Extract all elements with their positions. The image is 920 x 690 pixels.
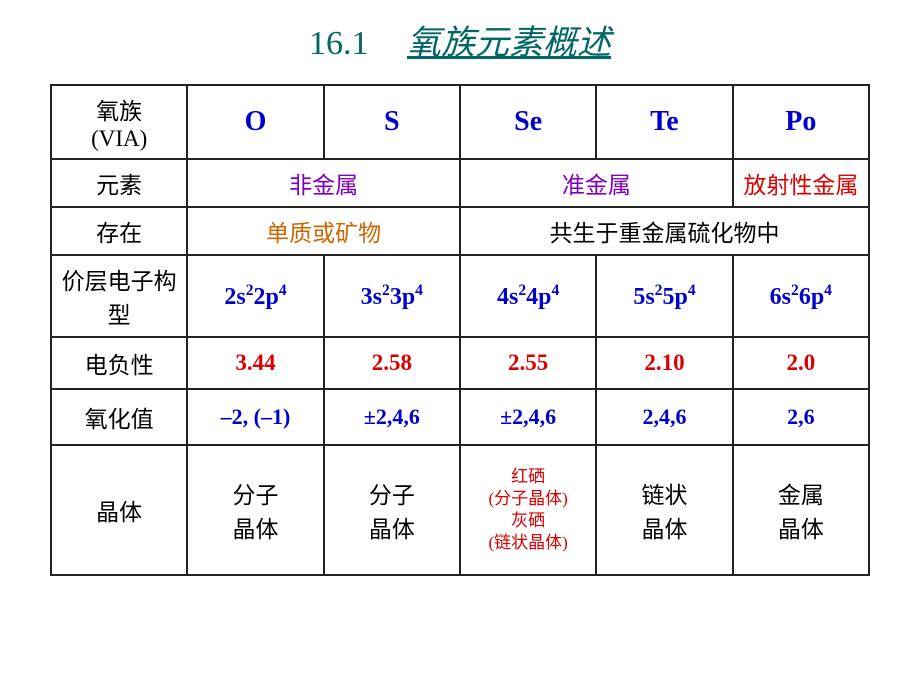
- row-oxid-label: 氧化值: [51, 389, 187, 445]
- cell-valence-Po: 6s26p4: [733, 255, 869, 337]
- cell-crystal-Se: 红硒 (分子晶体) 灰硒 (链状晶体): [460, 445, 596, 575]
- cell-eneg-Po: 2.0: [733, 337, 869, 389]
- header-group: 氧族 (VIA): [51, 85, 187, 159]
- cell-crystal-Po: 金属 晶体: [733, 445, 869, 575]
- header-Po: Po: [733, 85, 869, 159]
- header-O: O: [187, 85, 323, 159]
- cell-oxid-S: ±2,4,6: [324, 389, 460, 445]
- cell-nonmetal: 非金属: [187, 159, 460, 207]
- cell-valence-S: 3s23p4: [324, 255, 460, 337]
- header-Te: Te: [596, 85, 732, 159]
- row-crystal-label: 晶体: [51, 445, 187, 575]
- cell-eneg-Te: 2.10: [596, 337, 732, 389]
- section-title: 氧族元素概述: [407, 25, 611, 62]
- header-Se: Se: [460, 85, 596, 159]
- row-eneg-label: 电负性: [51, 337, 187, 389]
- cell-metalloid: 准金属: [460, 159, 733, 207]
- cell-valence-Te: 5s25p4: [596, 255, 732, 337]
- section-number: 16.1: [309, 25, 369, 62]
- cell-radioactive: 放射性金属: [733, 159, 869, 207]
- cell-eneg-Se: 2.55: [460, 337, 596, 389]
- cell-oxid-O: –2, (–1): [187, 389, 323, 445]
- cell-crystal-Te: 链状 晶体: [596, 445, 732, 575]
- cell-valence-O: 2s22p4: [187, 255, 323, 337]
- cell-crystal-S: 分子 晶体: [324, 445, 460, 575]
- row-element-label: 元素: [51, 159, 187, 207]
- cell-oxid-Po: 2,6: [733, 389, 869, 445]
- cell-valence-Se: 4s24p4: [460, 255, 596, 337]
- row-valence-label: 价层电子构 型: [51, 255, 187, 337]
- cell-eneg-S: 2.58: [324, 337, 460, 389]
- header-S: S: [324, 85, 460, 159]
- page-title: 16.1 氧族元素概述: [50, 15, 870, 64]
- cell-single: 单质或矿物: [187, 207, 460, 255]
- element-table: 氧族 (VIA) O S Se Te Po 元素 非金属 准金属 放射性金属 存…: [50, 84, 870, 576]
- cell-eneg-O: 3.44: [187, 337, 323, 389]
- row-existence-label: 存在: [51, 207, 187, 255]
- cell-coexist: 共生于重金属硫化物中: [460, 207, 869, 255]
- cell-crystal-O: 分子 晶体: [187, 445, 323, 575]
- cell-oxid-Se: ±2,4,6: [460, 389, 596, 445]
- cell-oxid-Te: 2,4,6: [596, 389, 732, 445]
- page-container: 16.1 氧族元素概述 氧族 (VIA) O S Se Te Po 元素 非金属…: [0, 0, 920, 591]
